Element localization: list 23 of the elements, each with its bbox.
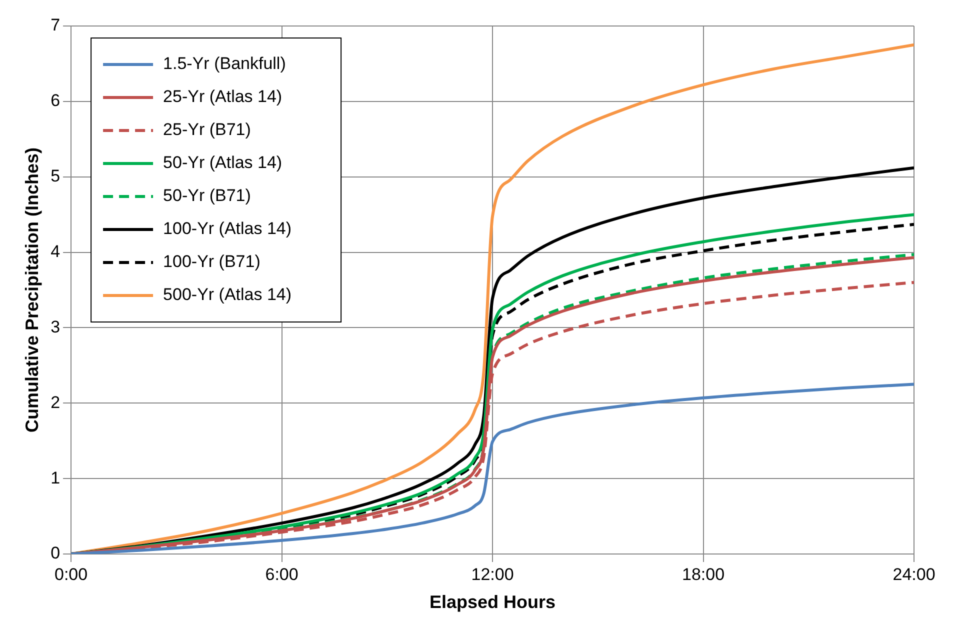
y-tick-label: 0 — [50, 544, 60, 563]
legend-label: 50-Yr (Atlas 14) — [163, 153, 282, 172]
x-tick-label: 24:00 — [892, 564, 936, 584]
y-tick-label: 7 — [50, 16, 60, 35]
x-axis-title: Elapsed Hours — [430, 592, 556, 612]
y-tick-label: 1 — [50, 468, 60, 488]
y-tick-label: 2 — [50, 392, 60, 412]
legend-label: 1.5-Yr (Bankfull) — [163, 54, 286, 74]
legend-label: 25-Yr (Atlas 14) — [163, 87, 282, 106]
legend-label: 25-Yr (B71) — [163, 120, 251, 140]
y-tick-label: 4 — [50, 242, 60, 261]
x-tick-label: 0:00 — [54, 564, 88, 584]
x-tick-label: 18:00 — [682, 564, 725, 584]
legend-label: 100-Yr (Atlas 14) — [163, 219, 292, 238]
y-tick-label: 3 — [50, 317, 60, 336]
x-tick-label: 6:00 — [265, 564, 298, 584]
y-tick-label: 6 — [50, 91, 60, 110]
legend-label: 100-Yr (B71) — [163, 252, 260, 272]
legend-label: 500-Yr (Atlas 14) — [163, 285, 292, 304]
y-tick-label: 5 — [50, 166, 60, 186]
legend-label: 50-Yr (B71) — [163, 186, 251, 206]
x-tick-label: 12:00 — [471, 564, 514, 584]
y-axis-title: Cumulative Precipitation (Inches) — [22, 147, 42, 433]
